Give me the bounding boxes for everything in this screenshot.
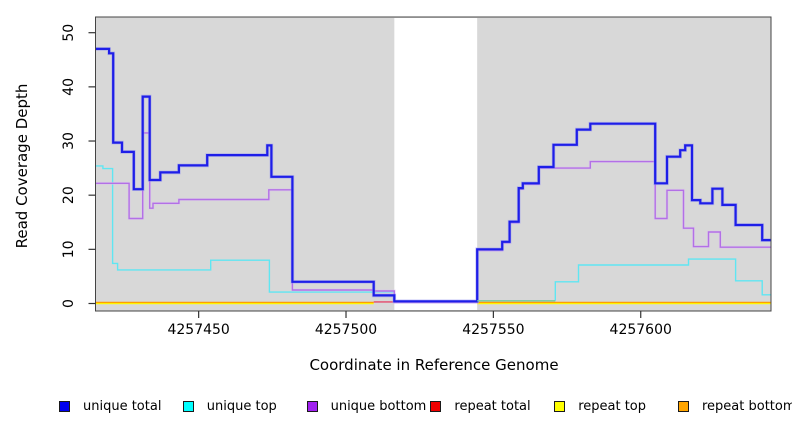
- y-tick-label: 50: [61, 24, 77, 42]
- series-unique-total-line: [95, 47, 771, 303]
- x-tick-label: 4257550: [462, 322, 524, 338]
- x-tick-label: 4257600: [610, 322, 672, 338]
- y-tick-label: 0: [61, 299, 77, 308]
- y-tick-label: 20: [61, 186, 77, 204]
- plot-border: [95, 16, 772, 312]
- y-tick-label: 10: [61, 240, 77, 258]
- y-axis-title: Read Coverage Depth: [13, 83, 31, 249]
- x-tick-label: 4257500: [315, 322, 377, 338]
- x-tick-label: 4257450: [167, 322, 229, 338]
- y-tick-label: 40: [61, 78, 77, 96]
- series-unique-top-line: [554, 258, 771, 301]
- coverage-gap-band: [394, 18, 478, 310]
- series-unique-top-line: [95, 165, 395, 302]
- x-axis-title: Coordinate in Reference Genome: [309, 356, 559, 374]
- y-tick-label: 30: [61, 132, 77, 150]
